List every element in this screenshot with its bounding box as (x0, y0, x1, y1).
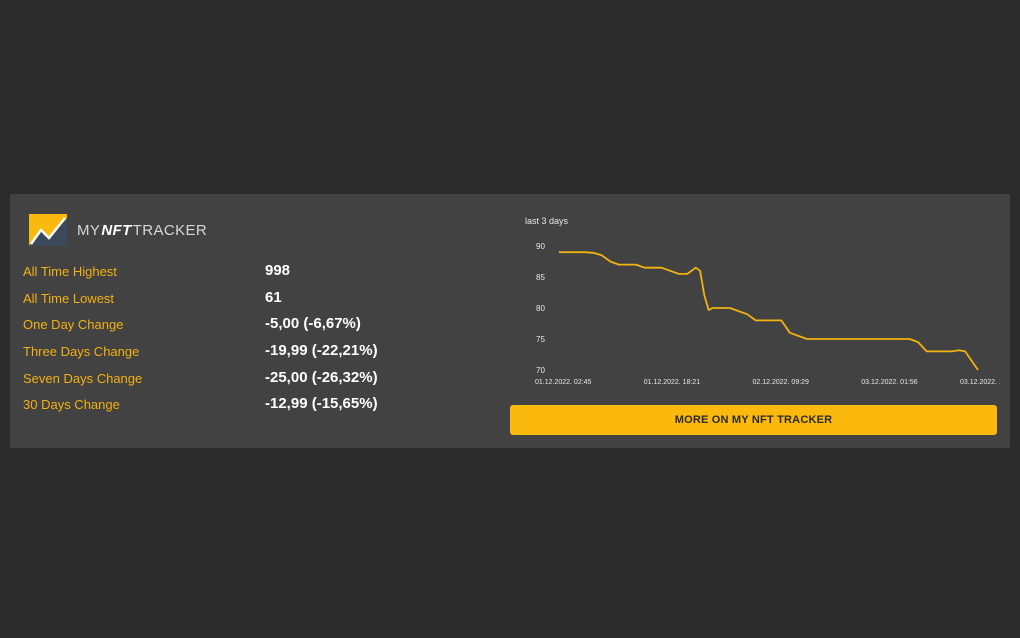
logo-highlight: NFT (101, 221, 132, 239)
logo-prefix: MY (77, 221, 101, 239)
x-tick-label: 01.12.2022. 02:45 (535, 379, 592, 386)
nft-tracker-panel: MY NFT TRACKER All Time Highest 998 All … (10, 194, 1010, 448)
stats-list: All Time Highest 998 All Time Lowest 61 … (23, 260, 423, 420)
stat-label: Seven Days Change (23, 370, 143, 386)
stat-row-all-time-lowest: All Time Lowest 61 (23, 287, 423, 314)
stat-value: -12,99 (-15,65%) (265, 395, 378, 413)
stat-label: All Time Lowest (23, 290, 115, 306)
stat-row-three-days-change: Three Days Change -19,99 (-22,21%) (23, 340, 423, 367)
y-tick-label: 70 (536, 366, 545, 375)
stat-row-one-day-change: One Day Change -5,00 (-6,67%) (23, 313, 423, 340)
stat-row-all-time-highest: All Time Highest 998 (23, 260, 423, 287)
price-chart: last 3 days 90 85 80 75 70 01.12.2022. 02:45… (515, 208, 1000, 394)
logo-suffix: TRACKER (132, 221, 208, 239)
chart-title: last 3 days (525, 216, 569, 226)
stat-value: 998 (265, 262, 291, 279)
x-tick-label: 03.12.2022. 18:46 (960, 379, 1000, 386)
stat-label: All Time Highest (23, 264, 117, 279)
logo: MY NFT TRACKER (29, 214, 207, 246)
mountain-chart-logo-icon (29, 214, 67, 246)
stat-value: -19,99 (-22,21%) (265, 342, 378, 360)
y-tick-label: 80 (536, 304, 545, 313)
stat-label: 30 Days Change (23, 397, 120, 413)
price-chart-svg: last 3 days 90 85 80 75 70 01.12.2022. 02:45… (525, 216, 1000, 386)
stat-value: -5,00 (-6,67%) (265, 315, 361, 333)
series-line (559, 251, 979, 371)
x-tick-label: 02.12.2022. 09:29 (753, 379, 810, 386)
more-on-my-nft-tracker-button[interactable]: MORE ON MY NFT TRACKER (510, 405, 997, 435)
stat-value: 61 (265, 288, 282, 306)
y-tick-label: 90 (536, 242, 545, 251)
y-tick-label: 85 (536, 273, 545, 282)
stat-row-seven-days-change: Seven Days Change -25,00 (-26,32%) (23, 367, 423, 394)
x-tick-label: 03.12.2022. 01:56 (861, 379, 918, 386)
stat-row-30-days-change: 30 Days Change -12,99 (-15,65%) (23, 393, 423, 420)
stat-label: One Day Change (23, 317, 124, 333)
stat-label: Three Days Change (23, 344, 140, 360)
x-tick-label: 01.12.2022. 18:21 (644, 379, 701, 386)
stat-value: -25,00 (-26,32%) (265, 368, 378, 386)
logo-wordmark: MY NFT TRACKER (77, 222, 207, 239)
y-tick-label: 75 (536, 335, 545, 344)
